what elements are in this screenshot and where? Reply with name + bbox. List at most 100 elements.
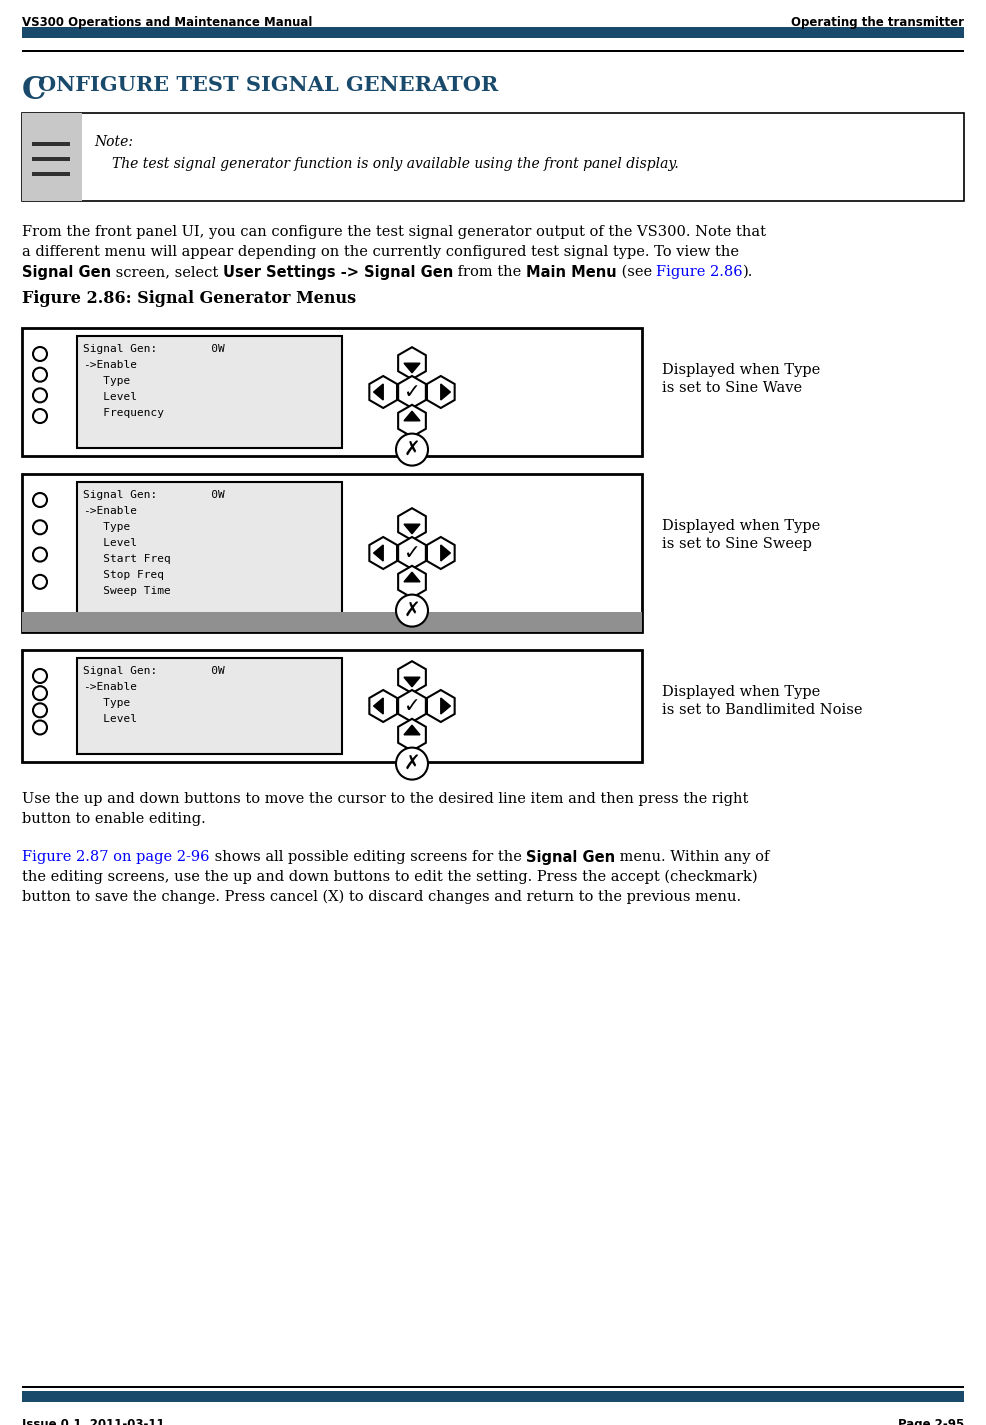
Text: Signal Gen:        0W: Signal Gen: 0W <box>83 343 225 353</box>
Bar <box>32 172 70 177</box>
Text: Sweep Time: Sweep Time <box>83 586 171 596</box>
Bar <box>22 1387 964 1388</box>
Polygon shape <box>404 725 420 735</box>
Text: Start Freq: Start Freq <box>83 554 171 564</box>
Text: ->Enable: ->Enable <box>83 361 137 370</box>
Polygon shape <box>398 405 426 437</box>
Polygon shape <box>427 690 455 722</box>
Polygon shape <box>404 363 420 373</box>
Polygon shape <box>398 661 426 693</box>
Text: User Settings -> Signal Gen: User Settings -> Signal Gen <box>223 265 454 279</box>
Bar <box>22 328 642 456</box>
Polygon shape <box>398 509 426 540</box>
Text: Type: Type <box>83 522 130 532</box>
Bar <box>22 1391 964 1402</box>
Text: button to enable editing.: button to enable editing. <box>22 812 206 826</box>
Polygon shape <box>398 376 426 408</box>
Text: shows all possible editing screens for the: shows all possible editing screens for t… <box>209 849 526 864</box>
Bar <box>22 113 964 201</box>
Text: Figure 2.87 on page 2-96: Figure 2.87 on page 2-96 <box>22 849 209 864</box>
Polygon shape <box>374 698 384 714</box>
Polygon shape <box>374 544 384 561</box>
Text: ✓: ✓ <box>403 382 420 402</box>
Bar <box>77 658 342 754</box>
Bar <box>22 475 642 633</box>
Text: Level: Level <box>83 539 137 549</box>
Text: menu. Within any of: menu. Within any of <box>615 849 769 864</box>
Text: Use the up and down buttons to move the cursor to the desired line item and then: Use the up and down buttons to move the … <box>22 792 748 807</box>
Text: Page 2-95: Page 2-95 <box>897 1418 964 1425</box>
Polygon shape <box>404 573 420 581</box>
Bar <box>22 113 82 201</box>
Text: Operating the transmitter: Operating the transmitter <box>791 16 964 28</box>
Text: Figure 2.86: Figure 2.86 <box>657 265 743 279</box>
Text: C: C <box>22 76 46 105</box>
Text: Displayed when Type: Displayed when Type <box>662 519 820 533</box>
Text: the editing screens, use the up and down buttons to edit the setting. Press the : the editing screens, use the up and down… <box>22 871 757 885</box>
Text: ).: ). <box>743 265 753 279</box>
Text: Signal Gen: Signal Gen <box>22 265 111 279</box>
Polygon shape <box>398 718 426 751</box>
Text: ✗: ✗ <box>403 754 420 774</box>
Polygon shape <box>441 544 451 561</box>
Text: is set to Bandlimited Noise: is set to Bandlimited Noise <box>662 703 863 717</box>
Polygon shape <box>427 537 455 569</box>
Circle shape <box>396 748 428 779</box>
Text: from the: from the <box>454 265 527 279</box>
Bar <box>77 482 342 624</box>
Circle shape <box>396 433 428 466</box>
Polygon shape <box>404 412 420 420</box>
Text: Frequency: Frequency <box>83 408 164 418</box>
Text: ONFIGURE TEST SIGNAL GENERATOR: ONFIGURE TEST SIGNAL GENERATOR <box>38 76 498 95</box>
Text: The test signal generator function is only available using the front panel displ: The test signal generator function is on… <box>112 157 678 171</box>
Bar <box>77 336 342 447</box>
Text: (see: (see <box>617 265 657 279</box>
Polygon shape <box>370 537 397 569</box>
Text: Signal Gen:        0W: Signal Gen: 0W <box>83 490 225 500</box>
Text: is set to Sine Sweep: is set to Sine Sweep <box>662 537 811 551</box>
Text: Signal Gen: Signal Gen <box>526 849 615 865</box>
Text: Type: Type <box>83 376 130 386</box>
Polygon shape <box>398 690 426 722</box>
Bar <box>22 27 964 38</box>
Polygon shape <box>370 376 397 408</box>
Polygon shape <box>370 690 397 722</box>
Text: Issue 0.1  2011-03-11: Issue 0.1 2011-03-11 <box>22 1418 165 1425</box>
Text: Main Menu: Main Menu <box>527 265 617 279</box>
Polygon shape <box>398 537 426 569</box>
Text: Note:: Note: <box>94 135 133 150</box>
Circle shape <box>396 594 428 627</box>
Polygon shape <box>427 376 455 408</box>
Polygon shape <box>404 524 420 534</box>
Text: VS300 Operations and Maintenance Manual: VS300 Operations and Maintenance Manual <box>22 16 313 28</box>
Text: From the front panel UI, you can configure the test signal generator output of t: From the front panel UI, you can configu… <box>22 225 766 239</box>
Polygon shape <box>398 348 426 379</box>
Bar <box>22 650 642 762</box>
Text: ✓: ✓ <box>403 543 420 563</box>
Text: Signal Gen:        0W: Signal Gen: 0W <box>83 665 225 675</box>
Text: button to save the change. Press cancel (X) to discard changes and return to the: button to save the change. Press cancel … <box>22 891 741 905</box>
Text: a different menu will appear depending on the currently configured test signal t: a different menu will appear depending o… <box>22 245 739 259</box>
Text: Level: Level <box>83 714 137 724</box>
Bar <box>22 611 642 633</box>
Polygon shape <box>404 677 420 687</box>
Text: Type: Type <box>83 698 130 708</box>
Text: is set to Sine Wave: is set to Sine Wave <box>662 380 803 395</box>
Bar <box>22 50 964 51</box>
Polygon shape <box>441 383 451 400</box>
Text: ->Enable: ->Enable <box>83 683 137 693</box>
Text: Displayed when Type: Displayed when Type <box>662 685 820 700</box>
Polygon shape <box>398 566 426 598</box>
Polygon shape <box>374 383 384 400</box>
Bar <box>32 142 70 145</box>
Bar <box>32 157 70 161</box>
Polygon shape <box>441 698 451 714</box>
Text: Level: Level <box>83 392 137 402</box>
Text: ✗: ✗ <box>403 601 420 620</box>
Text: Stop Freq: Stop Freq <box>83 570 164 580</box>
Text: Displayed when Type: Displayed when Type <box>662 363 820 378</box>
Text: ✗: ✗ <box>403 440 420 459</box>
Text: ->Enable: ->Enable <box>83 506 137 516</box>
Text: ✓: ✓ <box>403 697 420 715</box>
Text: screen, select: screen, select <box>111 265 223 279</box>
